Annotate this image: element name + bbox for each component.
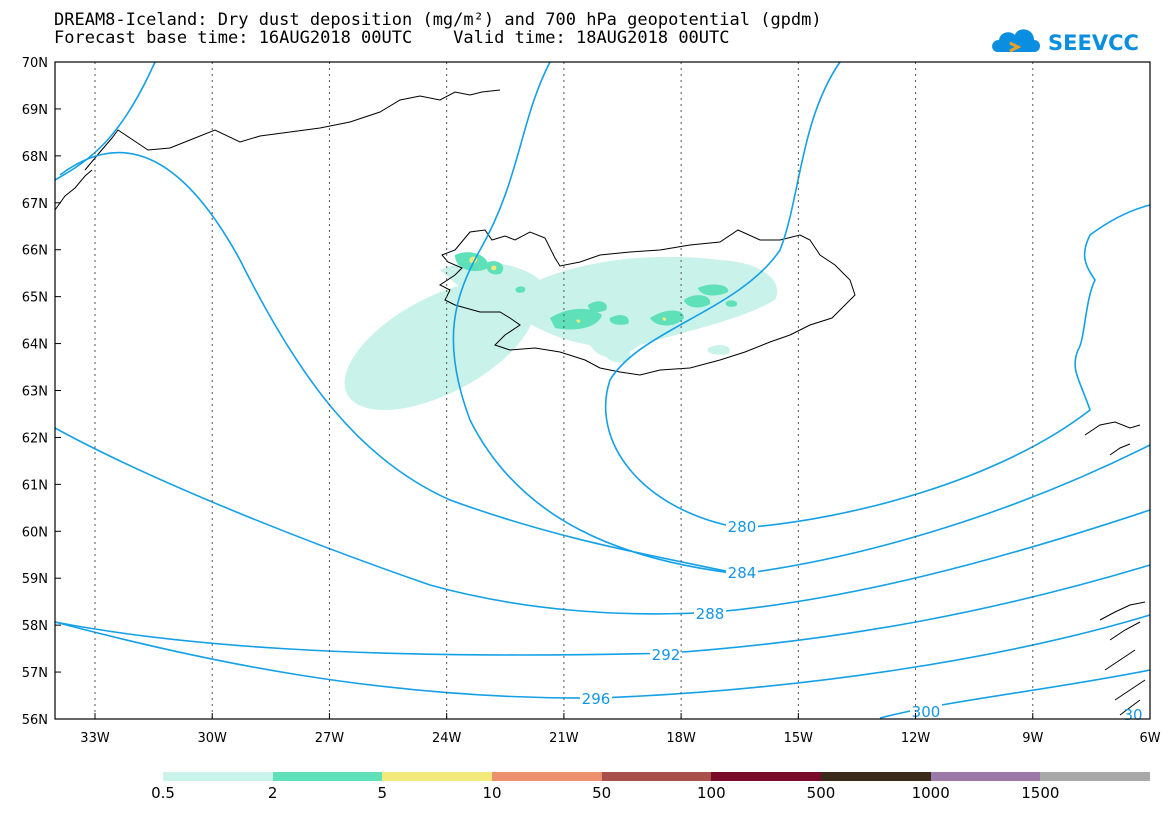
contour-labels: 280 284 288 292 296 300 30 bbox=[580, 518, 1143, 724]
lon-label-30W: 30W bbox=[198, 731, 228, 746]
lon-label-21W: 21W bbox=[549, 731, 579, 746]
lat-label-63N: 63N bbox=[22, 385, 48, 400]
lon-label-6W: 6W bbox=[1139, 731, 1160, 746]
lat-label-66N: 66N bbox=[22, 244, 48, 259]
legend-swatch bbox=[382, 772, 493, 781]
dust-deposition-layer bbox=[344, 252, 778, 411]
lat-label-62N: 62N bbox=[22, 431, 48, 446]
legend-swatch bbox=[492, 772, 602, 781]
map-subtitle: Forecast base time: 16AUG2018 00UTC Vali… bbox=[54, 28, 730, 48]
legend-label: 10 bbox=[482, 784, 502, 802]
lat-label-60N: 60N bbox=[22, 525, 48, 540]
lat-label-56N: 56N bbox=[22, 713, 48, 728]
legend-swatch bbox=[601, 772, 712, 781]
contour-label-280: 280 bbox=[728, 518, 757, 536]
legend-swatch bbox=[930, 772, 1041, 781]
legend-swatch bbox=[821, 772, 931, 781]
legend-label: 100 bbox=[697, 784, 726, 802]
contour-label-300: 300 bbox=[912, 703, 941, 721]
lat-label-65N: 65N bbox=[22, 291, 48, 306]
lat-label-67N: 67N bbox=[22, 197, 48, 212]
lon-label-15W: 15W bbox=[784, 731, 814, 746]
lon-label-24W: 24W bbox=[432, 731, 462, 746]
contour-label-296: 296 bbox=[582, 690, 611, 708]
contour-label-288: 288 bbox=[696, 605, 725, 623]
map-title: DREAM8-Iceland: Dry dust deposition (mg/… bbox=[54, 10, 822, 30]
legend-label: 2 bbox=[267, 784, 278, 802]
lon-label-33W: 33W bbox=[80, 731, 110, 746]
lat-label-69N: 69N bbox=[22, 103, 48, 118]
coastline-layer bbox=[54, 89, 1146, 716]
longitude-labels: 33W 30W 27W 24W 21W 18W 15W 12W 9W 6W bbox=[80, 731, 1160, 746]
legend-swatch bbox=[272, 772, 383, 781]
lon-label-27W: 27W bbox=[315, 731, 345, 746]
legend-label: 5 bbox=[377, 784, 388, 802]
geopotential-contours bbox=[54, 61, 1151, 719]
graticule bbox=[94, 62, 1034, 719]
map-frame bbox=[54, 61, 1151, 720]
cloud-logo-icon: SEEVCCC bbox=[992, 29, 1140, 55]
lat-label-59N: 59N bbox=[22, 572, 48, 587]
lon-label-9W: 9W bbox=[1022, 731, 1043, 746]
legend-swatch bbox=[711, 772, 822, 781]
legend-label: 500 bbox=[806, 784, 836, 802]
lat-label-68N: 68N bbox=[22, 150, 48, 165]
color-legend bbox=[163, 772, 1151, 781]
lat-label-64N: 64N bbox=[22, 338, 48, 353]
lon-label-18W: 18W bbox=[666, 731, 696, 746]
legend-label: 0.5 bbox=[151, 784, 175, 802]
legend-swatch bbox=[1040, 772, 1151, 781]
legend-label: 50 bbox=[592, 784, 612, 802]
latitude-labels: 70N 69N 68N 67N 66N 65N 64N 63N 62N 61N 60N 59N 58N 5… bbox=[22, 56, 48, 728]
lon-label-12W: 12W bbox=[901, 731, 931, 746]
legend-swatch bbox=[163, 772, 273, 781]
contour-label-292: 292 bbox=[652, 646, 681, 664]
contour-label-284: 284 bbox=[728, 564, 757, 582]
logo-text: SEEVCCC bbox=[1048, 31, 1140, 55]
lat-label-57N: 57N bbox=[22, 666, 48, 681]
lat-label-61N: 61N bbox=[22, 478, 48, 493]
contour-label-30: 30 bbox=[1123, 706, 1142, 724]
lat-label-58N: 58N bbox=[22, 619, 48, 634]
lat-label-70N: 70N bbox=[22, 56, 48, 71]
legend-label: 1000 bbox=[911, 784, 950, 802]
legend-label: 1500 bbox=[1021, 784, 1060, 802]
